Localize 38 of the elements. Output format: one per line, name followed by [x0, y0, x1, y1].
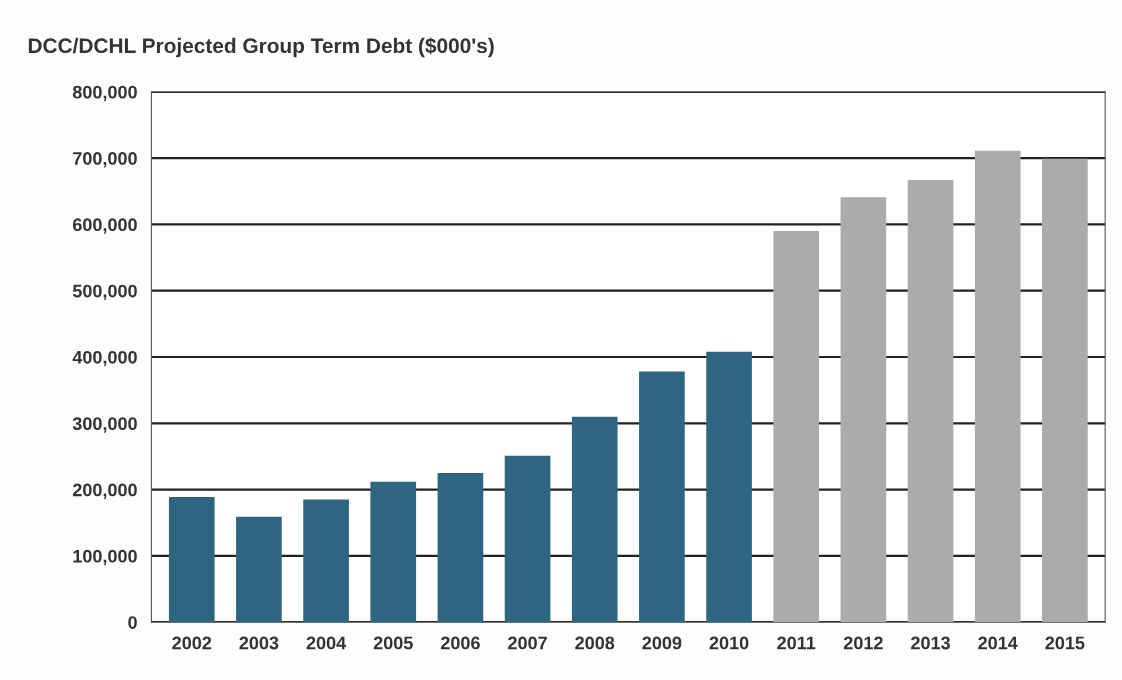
bar: [504, 455, 551, 623]
x-tick-label: 2015: [1045, 636, 1085, 650]
x-tick-label: 2014: [978, 636, 1018, 650]
x-tick-label: 2008: [575, 636, 615, 650]
bar: [907, 179, 954, 623]
y-tick-label: 100,000: [73, 549, 137, 566]
x-tick-label: 2012: [843, 636, 883, 650]
chart-title: DCC/DCHL Projected Group Term Debt ($000's): [28, 37, 494, 58]
bar: [639, 371, 685, 623]
y-tick-label: 0: [128, 616, 137, 629]
x-tick-label: 2011: [777, 636, 816, 650]
y-tick-label: 200,000: [72, 483, 137, 499]
x-tick-label: 2009: [642, 636, 682, 650]
y-tick-label: 500,000: [72, 284, 137, 301]
x-tick-label: 2003: [239, 636, 279, 650]
bar: [571, 416, 618, 623]
bar: [437, 473, 484, 623]
bar: [1042, 158, 1088, 623]
bar: [370, 481, 417, 623]
x-tick-label: 2010: [709, 636, 749, 650]
bar: [236, 516, 282, 623]
y-tick-label: 600,000: [72, 218, 137, 234]
x-tick-label: 2004: [306, 636, 347, 650]
bar: [840, 197, 887, 623]
x-tick-label: 2013: [911, 636, 950, 650]
y-tick-label: 400,000: [72, 350, 137, 367]
bar: [773, 231, 820, 623]
bar: [303, 499, 349, 623]
y-tick-label: 300,000: [72, 417, 137, 433]
x-tick-label: 2005: [373, 636, 413, 650]
y-tick-label: 700,000: [73, 152, 137, 168]
bar: [974, 150, 1021, 623]
x-tick-label: 2002: [172, 636, 212, 650]
bar: [168, 496, 215, 623]
x-tick-label: 2006: [440, 636, 480, 650]
y-tick-label: 800,000: [72, 85, 137, 102]
bar: [706, 351, 752, 623]
x-tick-label: 2007: [508, 636, 547, 650]
